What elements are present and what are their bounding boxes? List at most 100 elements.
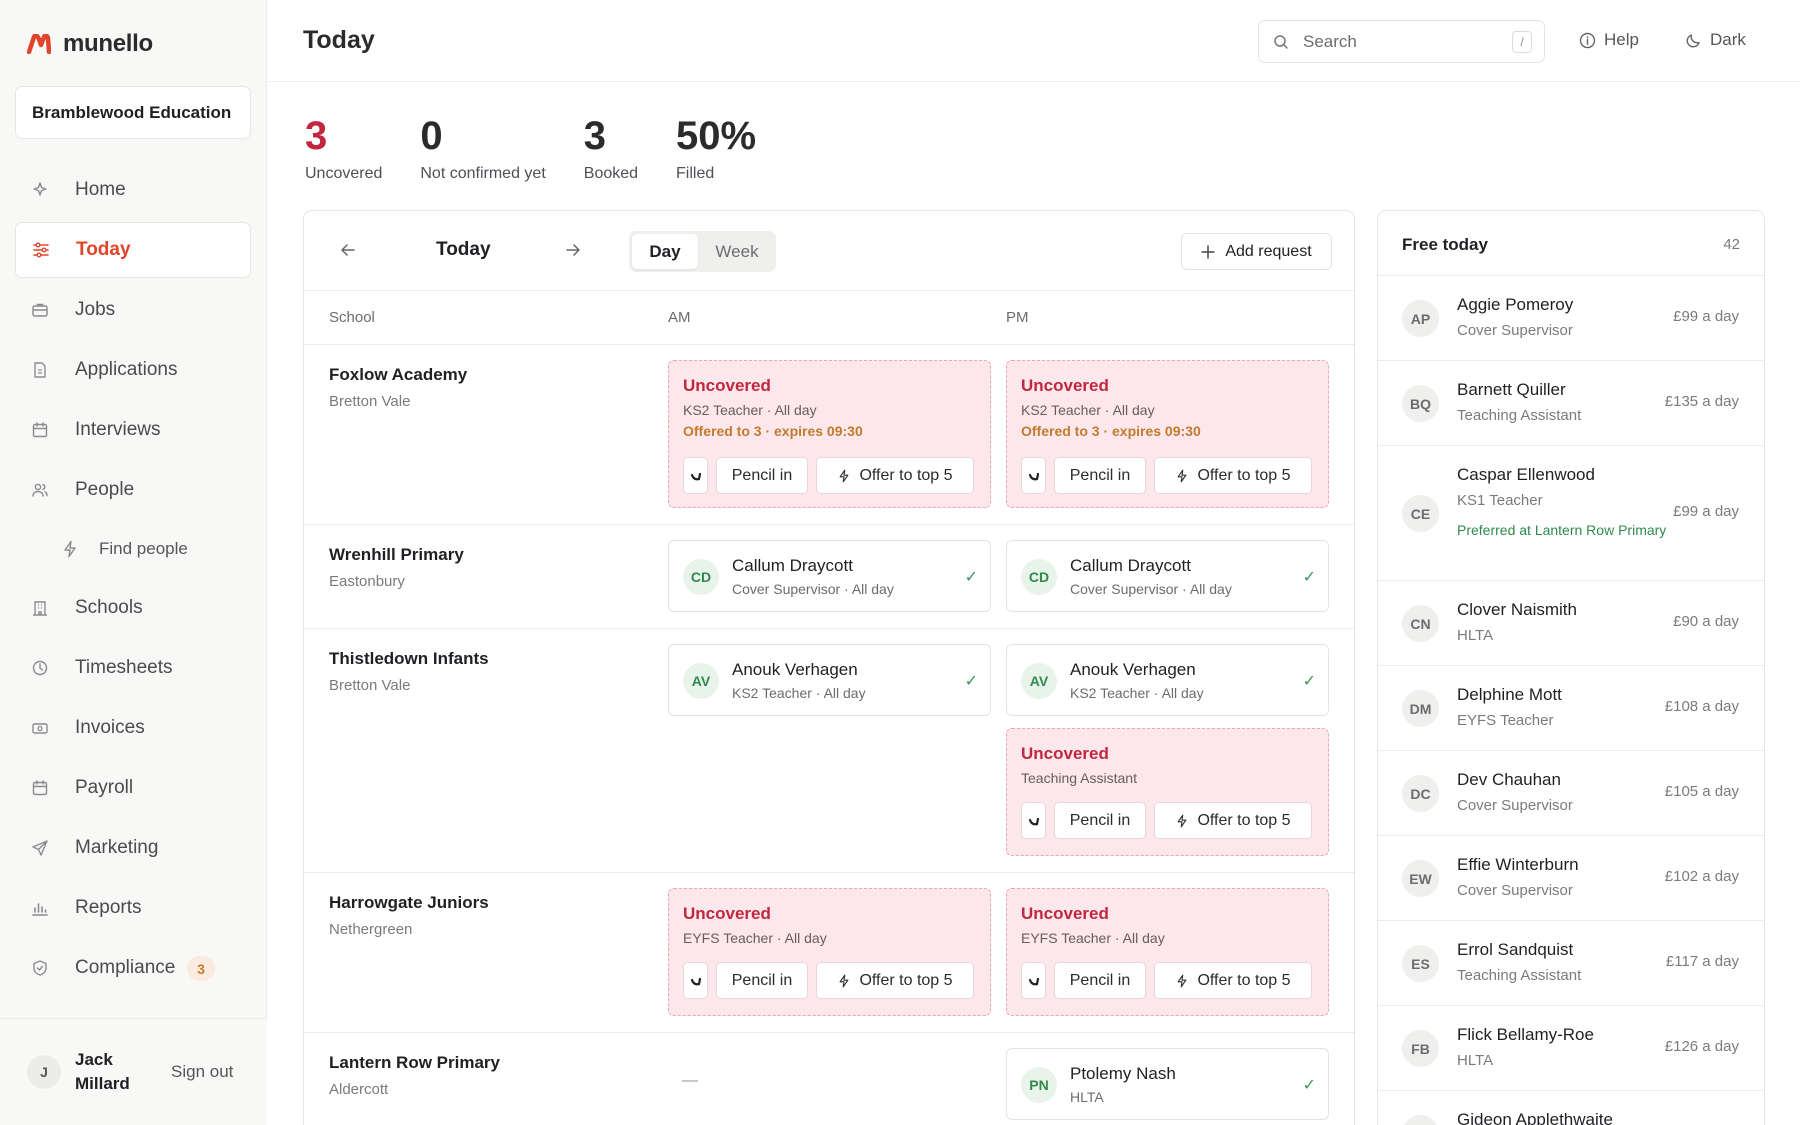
dark-mode-button[interactable]: Dark <box>1686 30 1746 50</box>
uncovered-slot: Uncovered EYFS Teacher · All day Pencil in… <box>668 888 991 1016</box>
school-row: Thistledown Infants Bretton Vale AV Anouk V… <box>304 629 1354 873</box>
sidebar-item-invoices[interactable]: Invoices <box>15 700 251 756</box>
pencil-in-button[interactable]: Pencil in <box>716 962 808 999</box>
school-name[interactable]: Thistledown Infants <box>329 649 489 668</box>
school-name[interactable]: Harrowgate Juniors <box>329 893 489 912</box>
school-name[interactable]: Foxlow Academy <box>329 365 468 384</box>
confirmed-check-icon: ✓ <box>1302 569 1316 586</box>
booked-slot[interactable]: AV Anouk Verhagen KS2 Teacher · All day ✓ <box>668 644 991 716</box>
sidebar-item-home[interactable]: Home <box>15 162 251 218</box>
sidebar-item-label: Find people <box>99 539 188 558</box>
sidebar-item-settings[interactable]: Settings <box>15 1000 251 1018</box>
drag-handle[interactable] <box>1021 802 1046 839</box>
pencil-in-button[interactable]: Pencil in <box>716 457 808 494</box>
sidebar-item-compliance[interactable]: Compliance 3 <box>15 940 251 996</box>
brand-logo[interactable]: munello <box>27 30 153 58</box>
free-person-row[interactable]: AP Aggie Pomeroy Cover Supervisor £99 a day <box>1378 276 1764 361</box>
offer-top5-button[interactable]: Offer to top 5 <box>1154 802 1312 839</box>
tab-week[interactable]: Week <box>715 241 759 261</box>
free-person-row[interactable]: FB Flick Bellamy-Roe HLTA £126 a day <box>1378 1006 1764 1091</box>
stat-value: 0 <box>420 114 443 158</box>
search-input[interactable]: Search / <box>1258 20 1545 63</box>
drag-handle[interactable] <box>683 457 708 494</box>
sidebar-item-label: Reports <box>75 897 142 918</box>
search-placeholder: Search <box>1303 31 1357 51</box>
offer-top5-button[interactable]: Offer to top 5 <box>1154 457 1312 494</box>
help-button[interactable]: Help <box>1579 30 1639 50</box>
person-name: Barnett Quiller <box>1457 380 1566 399</box>
sign-out-button[interactable]: Sign out <box>171 1062 234 1081</box>
top-bar: Today Search / Help Dark <box>268 0 1800 82</box>
stat-booked: 3 Booked <box>584 113 638 183</box>
building-icon <box>33 601 47 616</box>
person-role: Cover Supervisor · All day <box>1070 581 1232 597</box>
sidebar-item-marketing[interactable]: Marketing <box>15 820 251 876</box>
school-row: Lantern Row Primary Aldercott — PN Ptolemy N… <box>304 1033 1354 1125</box>
free-person-row[interactable]: CN Clover Naismith HLTA £90 a day <box>1378 581 1764 666</box>
drag-handle[interactable] <box>683 962 708 999</box>
next-day-button[interactable] <box>565 241 581 262</box>
free-person-row[interactable]: GA Gideon Applethwaite <box>1378 1091 1764 1125</box>
pencil-in-button[interactable]: Pencil in <box>1054 962 1146 999</box>
add-request-button[interactable]: Add request <box>1181 233 1332 270</box>
person-name: Effie Winterburn <box>1457 855 1579 874</box>
offer-top5-button[interactable]: Offer to top 5 <box>816 457 974 494</box>
booked-slot[interactable]: PN Ptolemy Nash HLTA ✓ <box>1006 1048 1329 1120</box>
offer-top5-button[interactable]: Offer to top 5 <box>1154 962 1312 999</box>
sidebar-item-interviews[interactable]: Interviews <box>15 402 251 458</box>
school-name[interactable]: Lantern Row Primary <box>329 1053 500 1072</box>
uncovered-slot: Uncovered KS2 Teacher · All day Offered to… <box>668 360 991 508</box>
sidebar-item-people[interactable]: People <box>15 462 251 518</box>
drag-handle[interactable] <box>1021 457 1046 494</box>
brand-name: munello <box>63 30 153 57</box>
drag-handle[interactable] <box>1021 962 1046 999</box>
prev-day-button[interactable] <box>340 241 356 262</box>
avatar: DC <box>1402 775 1439 812</box>
avatar: CD <box>1021 559 1057 595</box>
free-person-row[interactable]: EW Effie Winterburn Cover Supervisor £102 a… <box>1378 836 1764 921</box>
uncovered-slot: Uncovered Teaching Assistant Pencil in Offe… <box>1006 728 1329 856</box>
school-name[interactable]: Wrenhill Primary <box>329 545 464 564</box>
sidebar-item-timesheets[interactable]: Timesheets <box>15 640 251 696</box>
booked-slot[interactable]: CD Callum Draycott Cover Supervisor · All … <box>1006 540 1329 612</box>
booked-slot[interactable]: AV Anouk Verhagen KS2 Teacher · All day ✓ <box>1006 644 1329 716</box>
sidebar-item-label: Applications <box>75 359 178 380</box>
day-rate: £99 a day <box>1673 503 1739 520</box>
sidebar-item-reports[interactable]: Reports <box>15 880 251 936</box>
document-icon <box>34 362 46 378</box>
school-row: Wrenhill Primary Eastonbury CD Callum Drayc… <box>304 525 1354 629</box>
stat-label: Uncovered <box>305 165 383 182</box>
avatar: CD <box>683 559 719 595</box>
grip-icon <box>1028 472 1039 480</box>
sidebar-item-applications[interactable]: Applications <box>15 342 251 398</box>
send-icon <box>32 840 48 856</box>
free-person-row[interactable]: ES Errol Sandquist Teaching Assistant £117 … <box>1378 921 1764 1006</box>
free-person-row[interactable]: CE Caspar Ellenwood KS1 Teacher Preferred a… <box>1378 446 1764 581</box>
pencil-in-button[interactable]: Pencil in <box>1054 457 1146 494</box>
day-rate: £102 a day <box>1664 868 1739 885</box>
person-role: KS1 Teacher <box>1457 492 1543 509</box>
pencil-in-button[interactable]: Pencil in <box>1054 802 1146 839</box>
free-person-row[interactable]: BQ Barnett Quiller Teaching Assistant £135 … <box>1378 361 1764 446</box>
column-headers: School AM PM <box>304 291 1354 345</box>
stat-value: 3 <box>583 114 607 158</box>
person-name: Delphine Mott <box>1457 685 1562 704</box>
main-nav: Home Today Jobs Applications Interviews Peopl… <box>15 162 251 1018</box>
sidebar-item-today[interactable]: Today <box>15 222 251 278</box>
sidebar-item-jobs[interactable]: Jobs <box>15 282 251 338</box>
sidebar-item-find-people[interactable]: Find people <box>15 522 251 576</box>
sidebar-item-label: Interviews <box>75 419 161 440</box>
schedule-panel: Today Day Week Add request School AM PM … <box>303 210 1355 1125</box>
school-row: Foxlow Academy Bretton Vale Uncovered KS2 T… <box>304 345 1354 525</box>
org-switcher[interactable]: Bramblewood Education <box>15 86 251 139</box>
sidebar-item-payroll[interactable]: Payroll <box>15 760 251 816</box>
offer-top5-button[interactable]: Offer to top 5 <box>816 962 974 999</box>
chart-icon <box>32 903 48 916</box>
sidebar-item-schools[interactable]: Schools <box>15 580 251 636</box>
day-rate: £90 a day <box>1673 613 1739 630</box>
user-avatar[interactable]: J <box>27 1055 61 1089</box>
free-person-row[interactable]: DC Dev Chauhan Cover Supervisor £105 a day <box>1378 751 1764 836</box>
tab-day[interactable]: Day <box>632 234 698 269</box>
free-person-row[interactable]: DM Delphine Mott EYFS Teacher £108 a day <box>1378 666 1764 751</box>
booked-slot[interactable]: CD Callum Draycott Cover Supervisor · All … <box>668 540 991 612</box>
